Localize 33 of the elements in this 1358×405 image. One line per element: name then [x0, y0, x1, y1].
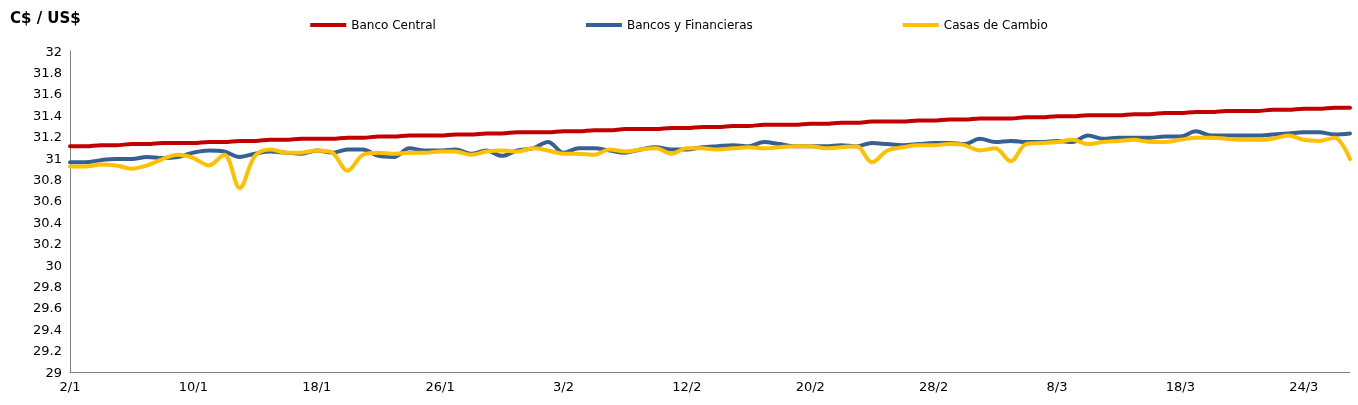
legend-label: Casas de Cambio	[943, 18, 1048, 32]
x-tick-label: 26/1	[425, 379, 455, 394]
x-tick-label: 18/3	[1165, 379, 1195, 394]
y-tick-label: 31.6	[33, 86, 62, 102]
x-tick-label: 20/2	[795, 379, 825, 394]
y-tick-label: 29.8	[33, 278, 62, 294]
x-tick-label: 10/1	[178, 379, 208, 394]
y-tick-label: 31.2	[33, 129, 62, 145]
legend-label: Banco Central	[351, 18, 436, 32]
y-tick-label: 31.4	[33, 107, 62, 123]
y-axis-title: C$ / US$	[10, 8, 81, 27]
line-series	[68, 105, 1352, 149]
y-tick-label: 32	[45, 43, 62, 59]
line-series	[68, 133, 1352, 190]
x-tick-label: 3/2	[553, 379, 574, 394]
y-tick-label: 29	[45, 364, 62, 380]
x-tick-label: 12/2	[672, 379, 702, 394]
x-tick-label: 2/1	[59, 379, 81, 394]
y-tick-label: 29.4	[33, 321, 62, 337]
x-tick-label: 18/1	[302, 379, 332, 394]
legend-label: Bancos y Financieras	[626, 18, 753, 32]
y-tick-label: 31.8	[33, 64, 62, 80]
y-tick-label: 30.6	[33, 193, 62, 209]
y-tick-label: 30	[45, 257, 62, 273]
x-tick-label: 28/2	[919, 379, 949, 394]
y-tick-label: 31	[45, 150, 62, 166]
y-tick-label: 29.6	[33, 300, 62, 316]
y-tick-label: 29.2	[33, 343, 62, 359]
y-tick-label: 30.4	[33, 214, 62, 230]
x-tick-label: 8/3	[1046, 379, 1068, 394]
x-tick-label: 24/3	[1289, 379, 1319, 394]
y-tick-label: 30.8	[33, 171, 62, 187]
y-tick-label: 30.2	[33, 236, 62, 252]
